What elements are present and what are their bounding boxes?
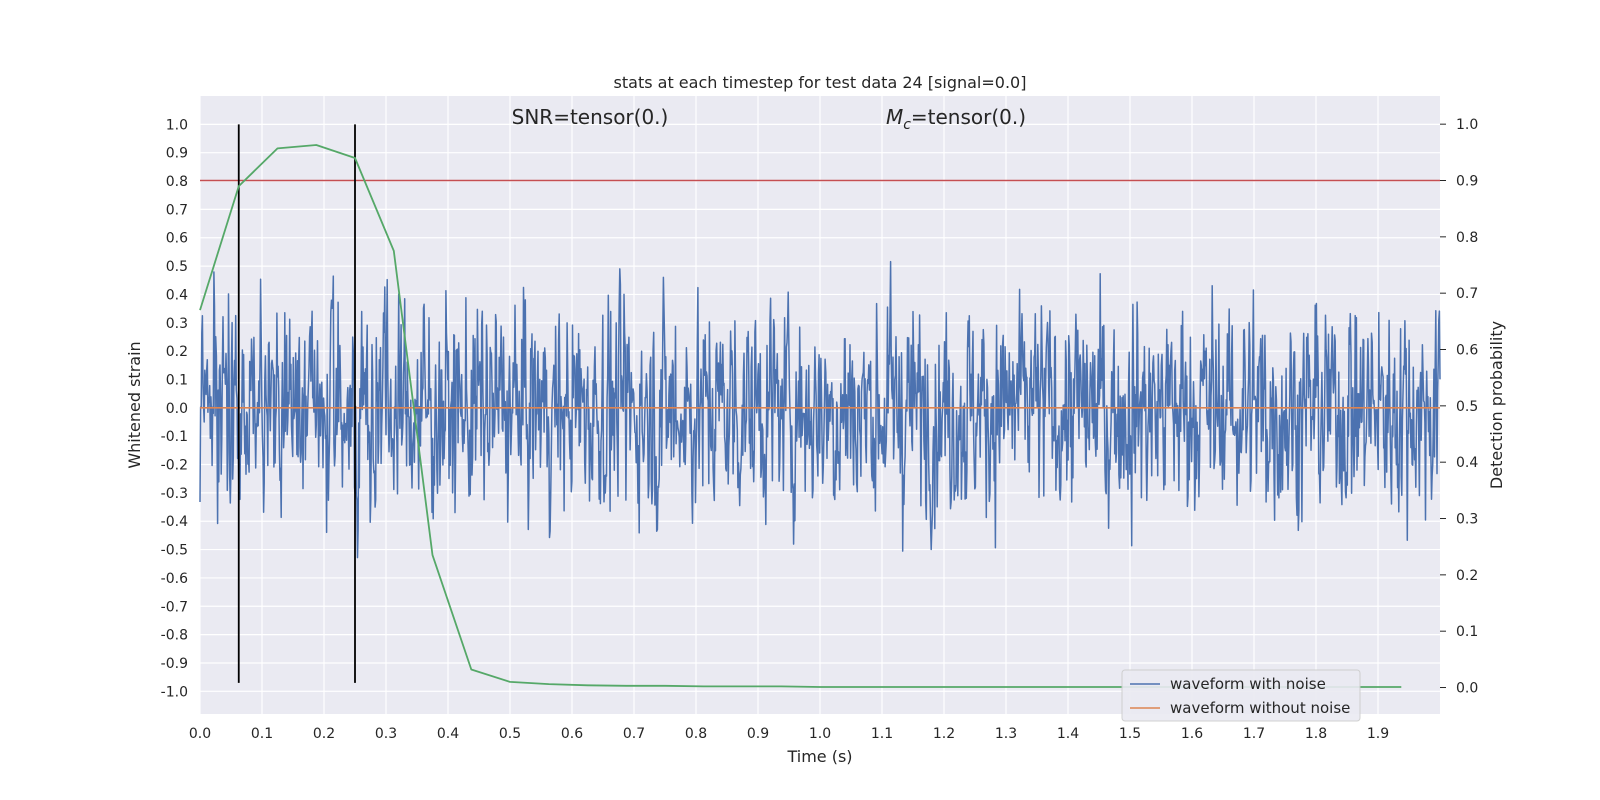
y-tick-label: 0.2: [166, 344, 188, 360]
x-tick-label: 0.6: [561, 726, 583, 742]
y-axis-label: Whitened strain: [125, 341, 144, 468]
x-axis-label: Time (s): [786, 747, 852, 766]
y-tick-label: 0.7: [166, 202, 188, 218]
legend-label-clean: waveform without noise: [1170, 699, 1350, 717]
y-tick-label: -0.1: [161, 429, 188, 445]
x-tick-label: 1.8: [1305, 726, 1327, 742]
x-tick-label: 1.0: [809, 726, 831, 742]
y-tick-label: 0.6: [166, 231, 188, 247]
x-tick-label: 0.3: [375, 726, 397, 742]
chirp-mass-subscript: c: [903, 117, 911, 133]
waveform-with-noise-line: [199, 260, 1441, 559]
x-tick-label: 1.1: [871, 726, 893, 742]
y-tick-label: -0.2: [161, 458, 188, 474]
chirp-mass-value: =tensor(0.): [911, 105, 1026, 129]
y2-tick-label: 0.8: [1456, 230, 1478, 246]
legend: waveform with noise waveform without noi…: [1121, 669, 1361, 722]
x-tick-label: 0.4: [437, 726, 459, 742]
y2-tick-label: 0.3: [1456, 512, 1478, 528]
y-tick-label: 0.9: [166, 146, 188, 162]
y-axis-ticks: 1.0 0.9 0.8 0.7 0.6 0.5 0.4 0.3 0.2 0.1 0.0 -0.1 -0.…: [161, 117, 188, 700]
y-tick-label: 0.3: [166, 316, 188, 332]
y-tick-label: -0.4: [161, 514, 188, 530]
x-tick-label: 0.5: [499, 726, 521, 742]
y-tick-label: -0.3: [161, 486, 188, 502]
y-tick-label: -0.5: [161, 543, 188, 559]
x-tick-label: 0.0: [189, 726, 211, 742]
y-tick-label: -0.9: [161, 656, 188, 672]
y2-tick-label: 1.0: [1456, 117, 1478, 133]
series-noisy-path: [199, 260, 1441, 559]
x-tick-label: 0.7: [623, 726, 645, 742]
y2-tick-label: 0.9: [1456, 174, 1478, 190]
x-tick-label: 1.2: [933, 726, 955, 742]
y2-tick-label: 0.5: [1456, 399, 1478, 415]
x-tick-label: 0.9: [747, 726, 769, 742]
legend-box: [1121, 669, 1361, 722]
x-tick-label: 1.5: [1119, 726, 1141, 742]
y2-tick-label: 0.6: [1456, 343, 1478, 359]
x-tick-label: 1.9: [1367, 726, 1389, 742]
y-tick-label: 0.4: [166, 287, 188, 303]
x-tick-label: 1.6: [1181, 726, 1203, 742]
y2-tick-label: 0.7: [1456, 286, 1478, 302]
y-tick-label: -0.7: [161, 599, 188, 615]
y-tick-label: 0.8: [166, 174, 188, 190]
x-tick-label: 0.1: [251, 726, 273, 742]
y2-tick-label: 0.2: [1456, 568, 1478, 584]
legend-label-noisy: waveform with noise: [1170, 675, 1326, 693]
y-tick-label: 0.1: [166, 372, 188, 388]
chirp-mass-annotation: Mc=tensor(0.): [886, 105, 1026, 133]
y2-tick-label: 0.0: [1456, 681, 1478, 697]
x-axis-ticks: 0.0 0.1 0.2 0.3 0.4 0.5 0.6 0.7 0.8 0.9 1.0 1.1 1.2 1…: [189, 726, 1389, 742]
y-tick-label: -0.6: [161, 571, 188, 587]
y2-axis-label: Detection probability: [1487, 321, 1506, 489]
y-tick-label: -0.8: [161, 628, 188, 644]
y2-axis-ticks: 1.0 0.9 0.8 0.7 0.6 0.5 0.4 0.3 0.2 0.1 0.0: [1440, 117, 1478, 697]
y2-tick-label: 0.1: [1456, 624, 1478, 640]
y-tick-label: 0.5: [166, 259, 188, 275]
chart-title: stats at each timestep for test data 24 …: [614, 73, 1027, 92]
y-tick-label: -1.0: [161, 684, 188, 700]
vertical-markers: [237, 124, 356, 683]
x-tick-label: 0.2: [313, 726, 335, 742]
x-tick-label: 1.3: [995, 726, 1017, 742]
x-tick-label: 1.4: [1057, 726, 1079, 742]
y2-tick-label: 0.4: [1456, 455, 1478, 471]
y-tick-label: 0.0: [166, 401, 188, 417]
x-tick-label: 0.8: [685, 726, 707, 742]
chirp-mass-symbol: M: [886, 105, 903, 129]
x-tick-label: 1.7: [1243, 726, 1265, 742]
snr-annotation: SNR=tensor(0.): [512, 105, 669, 129]
y-tick-label: 1.0: [166, 117, 188, 133]
